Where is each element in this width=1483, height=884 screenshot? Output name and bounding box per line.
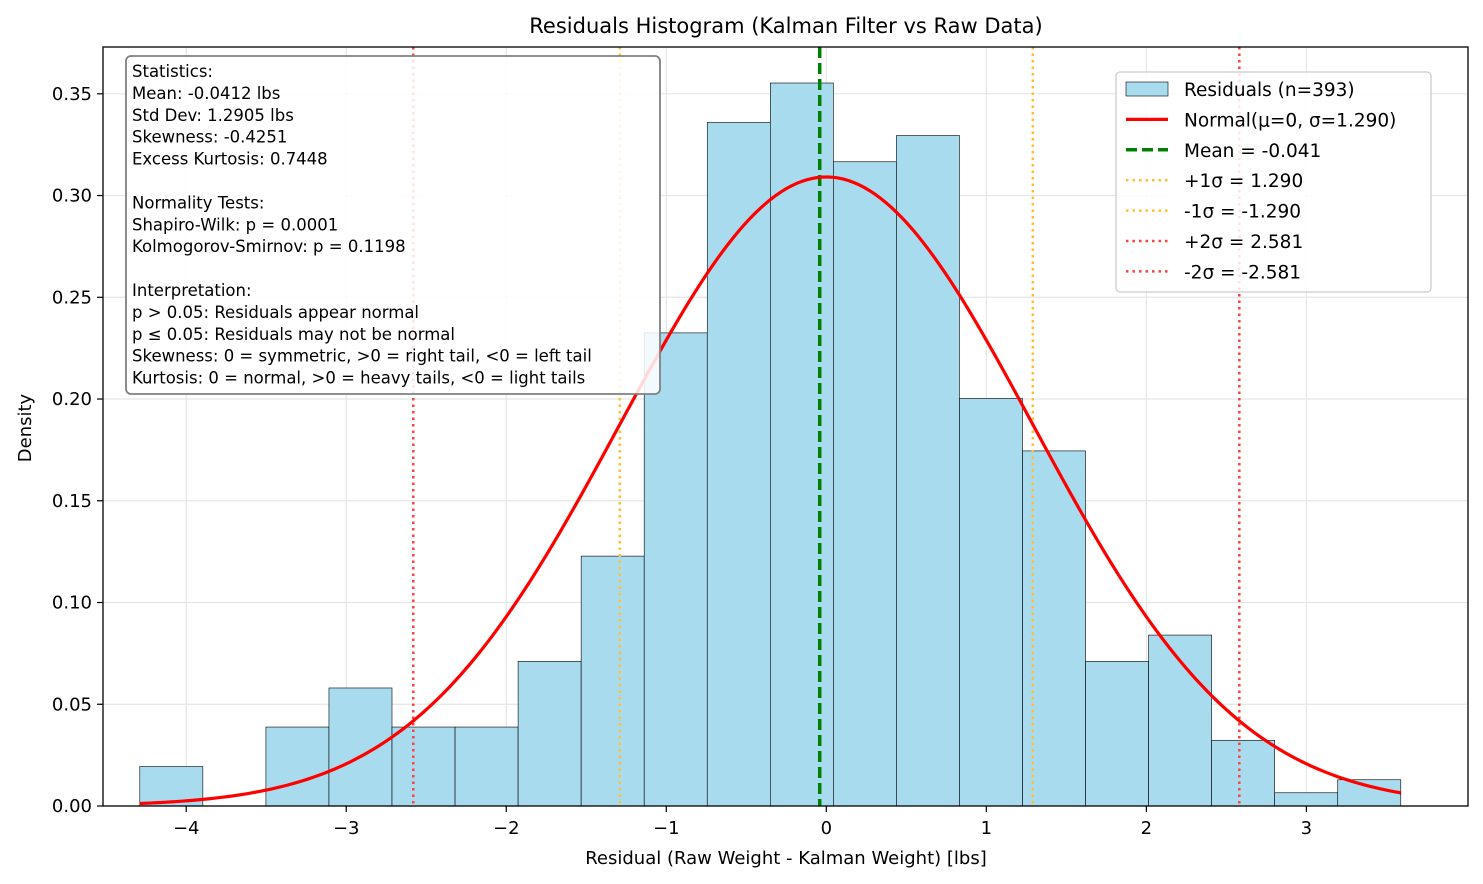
x-tick-label: 3 [1301, 818, 1312, 839]
histogram-bar [580, 555, 645, 807]
statistics-line: Normality Tests: [132, 193, 264, 212]
statistics-line: p > 0.05: Residuals appear normal [132, 303, 419, 322]
x-tick-label: −3 [333, 818, 360, 839]
statistics-line: Mean: -0.0412 lbs [132, 84, 280, 103]
histogram-bar [1085, 661, 1149, 807]
legend-label: Residuals (n=393) [1184, 80, 1355, 101]
normal-curve-layer [139, 175, 1402, 806]
histogram-bar [265, 726, 330, 807]
histogram-bar [517, 661, 582, 807]
histogram-bars [139, 82, 1402, 807]
statistics-line: Kurtosis: 0 = normal, >0 = heavy tails, … [132, 369, 585, 388]
legend-label: +2σ = 2.581 [1184, 232, 1303, 253]
histogram-bar [391, 726, 456, 807]
statistics-box: Statistics: Mean: -0.0412 lbs Std Dev: 1.2… [125, 55, 661, 395]
legend-swatch [1125, 81, 1169, 97]
legend-frame [1115, 71, 1432, 293]
axis-ticks: −4 −3 −2 −1 0 1 2 3 0.00 0.05 0.10 0.15 0.20 0.25 0.30… [52, 84, 1312, 839]
statistics-line: Kolmogorov-Smirnov: p = 0.1198 [132, 237, 406, 256]
x-tick-label: 1 [981, 818, 992, 839]
x-tick-label: 2 [1141, 818, 1152, 839]
histogram-bar [959, 398, 1023, 807]
x-axis-label: Residual (Raw Weight - Kalman Weight) [l… [585, 848, 987, 869]
histogram-bar [769, 82, 834, 807]
x-tick-label: −2 [493, 818, 520, 839]
statistics-box-frame [125, 55, 661, 395]
histogram-bar [896, 135, 960, 807]
y-tick-label: 0.05 [52, 694, 92, 715]
histogram-bar [1148, 634, 1212, 807]
statistics-line: Skewness: 0 = symmetric, >0 = right tail… [132, 347, 592, 366]
x-tick-label: −1 [653, 818, 680, 839]
y-tick-label: 0.20 [52, 389, 92, 410]
histogram-bar [643, 332, 708, 807]
y-tick-label: 0.15 [52, 491, 92, 512]
histogram-bar [454, 726, 519, 807]
legend-label: Normal(μ=0, σ=1.290) [1184, 110, 1396, 131]
statistics-line: Interpretation: [132, 281, 252, 300]
legend: Residuals (n=393) Normal(μ=0, σ=1.290) Mea… [1115, 71, 1432, 293]
statistics-line: Excess Kurtosis: 0.7448 [132, 150, 328, 169]
statistics-line: Statistics: [132, 62, 213, 81]
statistics-line: Shapiro-Wilk: p = 0.0001 [132, 215, 338, 234]
y-tick-label: 0.10 [52, 593, 92, 614]
normal-curve [139, 175, 1402, 806]
histogram-bar [1211, 739, 1275, 807]
y-axis-label: Density [15, 393, 36, 462]
y-tick-label: 0.35 [52, 84, 92, 105]
y-tick-label: 0.25 [52, 287, 92, 308]
histogram-bar [833, 161, 897, 807]
statistics-line: Std Dev: 1.2905 lbs [132, 106, 294, 125]
histogram-bar [328, 687, 393, 807]
histogram-bar [706, 122, 771, 807]
statistics-line: Skewness: -0.4251 [132, 128, 287, 147]
legend-label: +1σ = 1.290 [1184, 171, 1303, 192]
legend-label: Mean = -0.041 [1184, 141, 1321, 162]
y-tick-label: 0.00 [52, 796, 92, 817]
legend-label: -1σ = -1.290 [1184, 202, 1301, 223]
histogram-bar [1337, 779, 1402, 807]
legend-label: -2σ = -2.581 [1184, 262, 1301, 283]
plot-frame [102, 46, 1469, 807]
statistics-line: p ≤ 0.05: Residuals may not be normal [132, 325, 455, 344]
histogram-bar [1274, 792, 1339, 807]
y-tick-label: 0.30 [52, 186, 92, 207]
x-tick-label: 0 [821, 818, 832, 839]
x-tick-label: −4 [173, 818, 200, 839]
chart-title: Residuals Histogram (Kalman Filter vs Ra… [529, 14, 1042, 38]
